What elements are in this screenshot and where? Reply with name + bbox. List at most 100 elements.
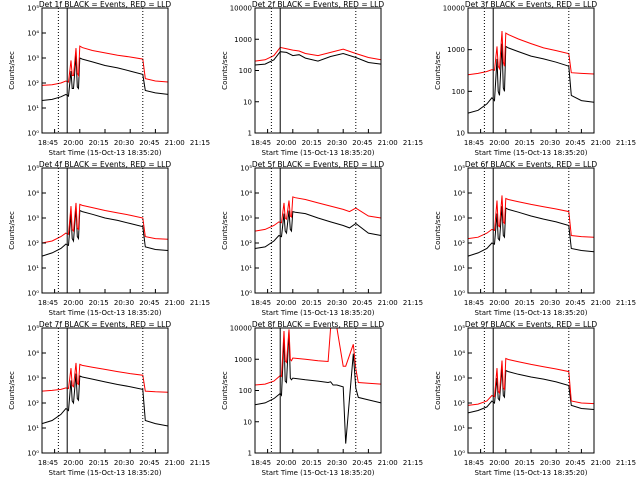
y-tick-label: 10⁴ xyxy=(27,30,39,38)
events-series-line xyxy=(41,208,169,257)
x-tick-label: 21:15 xyxy=(190,459,210,467)
x-axis-label: Start Time (15-Oct-13 18:35:20) xyxy=(475,469,588,477)
y-tick-label: 10³ xyxy=(27,375,39,383)
y-tick-label: 1000 xyxy=(447,46,465,54)
y-tick-label: 10⁰ xyxy=(240,290,252,298)
x-tick-label: 20:45 xyxy=(139,139,159,147)
events-series-line xyxy=(254,210,382,249)
y-tick-label: 10⁴ xyxy=(27,190,39,198)
x-tick-label: 21:00 xyxy=(378,139,398,147)
chart-panel-9: 10⁰ 10¹ 10² 10³ 10⁴ 10⁵ 18:45 20:00 20:15 20:30 20… xyxy=(434,320,636,477)
x-tick-label: 20:30 xyxy=(114,459,134,467)
y-tick-label: 10⁰ xyxy=(27,450,39,458)
chart-title: Det 5f BLACK = Events, RED = LLD xyxy=(252,160,385,169)
x-tick-label: 18:45 xyxy=(38,299,58,307)
x-tick-label: 20:45 xyxy=(139,459,159,467)
x-tick-label: 21:00 xyxy=(378,459,398,467)
lld-series-line xyxy=(254,196,382,232)
events-series-line xyxy=(41,55,169,101)
y-tick-label: 10⁵ xyxy=(27,165,39,173)
events-series-line xyxy=(254,51,382,66)
x-tick-label: 20:30 xyxy=(327,459,347,467)
x-tick-label: 21:15 xyxy=(616,459,636,467)
y-tick-label: 1000 xyxy=(234,356,252,364)
y-tick-label: 10⁵ xyxy=(453,325,465,333)
y-tick-label: 10² xyxy=(27,80,39,88)
lld-series-line xyxy=(254,327,382,386)
y-axis-label: Counts/sec xyxy=(8,371,16,410)
x-tick-label: 20:45 xyxy=(352,459,372,467)
chart-title: Det 4f BLACK = Events, RED = LLD xyxy=(39,160,172,169)
y-tick-label: 10000 xyxy=(443,5,465,13)
x-tick-label: 20:30 xyxy=(114,299,134,307)
y-tick-label: 1 xyxy=(248,450,252,458)
y-tick-label: 10² xyxy=(453,240,465,248)
x-axis-label: Start Time (15-Oct-13 18:35:20) xyxy=(262,309,375,317)
chart-title: Det 1f BLACK = Events, RED = LLD xyxy=(39,0,172,9)
x-tick-label: 20:30 xyxy=(327,299,347,307)
chart-panel-1: 10⁰ 10¹ 10² 10³ 10⁴ 10⁵ 18:45 20:00 20:15 20:30 20… xyxy=(8,0,210,157)
y-tick-label: 10¹ xyxy=(27,105,39,113)
x-tick-label: 20:45 xyxy=(352,139,372,147)
x-tick-label: 21:00 xyxy=(165,299,185,307)
y-axis-label: Counts/sec xyxy=(434,211,442,250)
x-tick-label: 21:15 xyxy=(403,459,423,467)
x-tick-label: 18:45 xyxy=(464,139,484,147)
chart-panel-2: 1 10 100 1000 10000 18:45 20:00 20:15 20:30 20:45… xyxy=(221,0,423,157)
y-tick-label: 10⁵ xyxy=(240,165,252,173)
x-tick-label: 20:15 xyxy=(89,299,109,307)
x-tick-label: 20:30 xyxy=(327,139,347,147)
y-axis-label: Counts/sec xyxy=(221,211,229,250)
y-tick-label: 10² xyxy=(27,400,39,408)
lld-series-line xyxy=(467,30,595,76)
x-tick-label: 21:15 xyxy=(190,139,210,147)
y-tick-label: 10⁰ xyxy=(27,290,39,298)
y-tick-label: 10² xyxy=(240,240,252,248)
x-tick-label: 18:45 xyxy=(251,459,271,467)
y-tick-label: 10¹ xyxy=(453,265,465,273)
y-tick-label: 10000 xyxy=(230,5,252,13)
y-tick-label: 10¹ xyxy=(453,425,465,433)
x-tick-label: 18:45 xyxy=(464,459,484,467)
x-tick-label: 20:00 xyxy=(63,139,83,147)
y-tick-label: 10¹ xyxy=(240,265,252,273)
x-tick-label: 20:15 xyxy=(515,139,535,147)
y-axis-label: Counts/sec xyxy=(8,211,16,250)
y-axis-label: Counts/sec xyxy=(221,371,229,410)
y-tick-label: 10³ xyxy=(27,215,39,223)
y-tick-label: 100 xyxy=(239,387,252,395)
lld-series-line xyxy=(467,195,595,240)
y-tick-label: 10⁴ xyxy=(453,350,465,358)
y-tick-label: 1000 xyxy=(234,36,252,44)
chart-panel-7: 10⁰ 10¹ 10² 10³ 10⁴ 10⁵ 18:45 20:00 20:15 20:30 20… xyxy=(8,320,210,477)
lld-series-line xyxy=(41,362,169,393)
y-tick-label: 100 xyxy=(239,67,252,75)
x-tick-label: 21:00 xyxy=(591,459,611,467)
x-axis-label: Start Time (15-Oct-13 18:35:20) xyxy=(475,149,588,157)
plot-frame xyxy=(467,7,595,134)
y-tick-label: 10³ xyxy=(453,215,465,223)
chart-title: Det 6f BLACK = Events, RED = LLD xyxy=(465,160,598,169)
x-tick-label: 18:45 xyxy=(38,139,58,147)
x-tick-label: 20:30 xyxy=(540,299,560,307)
x-tick-label: 20:00 xyxy=(489,139,509,147)
x-tick-label: 20:00 xyxy=(276,299,296,307)
y-axis-label: Counts/sec xyxy=(221,51,229,90)
y-tick-label: 10¹ xyxy=(27,265,39,273)
chart-title: Det 7f BLACK = Events, RED = LLD xyxy=(39,320,172,329)
x-tick-label: 20:30 xyxy=(540,139,560,147)
x-axis-label: Start Time (15-Oct-13 18:35:20) xyxy=(262,149,375,157)
chart-title: Det 8f BLACK = Events, RED = LLD xyxy=(252,320,385,329)
chart-panel-6: 10⁰ 10¹ 10² 10³ 10⁴ 10⁵ 18:45 20:00 20:15 20:30 20… xyxy=(434,160,636,317)
x-tick-label: 21:15 xyxy=(616,139,636,147)
chart-panel-5: 10⁰ 10¹ 10² 10³ 10⁴ 10⁵ 18:45 20:00 20:15 20:30 20… xyxy=(221,160,423,317)
x-tick-label: 21:00 xyxy=(378,299,398,307)
x-axis-label: Start Time (15-Oct-13 18:35:20) xyxy=(49,469,162,477)
lld-series-line xyxy=(41,202,169,244)
x-tick-label: 20:00 xyxy=(63,299,83,307)
y-tick-label: 10⁴ xyxy=(27,350,39,358)
chart-title: Det 9f BLACK = Events, RED = LLD xyxy=(465,320,598,329)
x-tick-label: 20:30 xyxy=(540,459,560,467)
plot-frame xyxy=(467,167,595,294)
